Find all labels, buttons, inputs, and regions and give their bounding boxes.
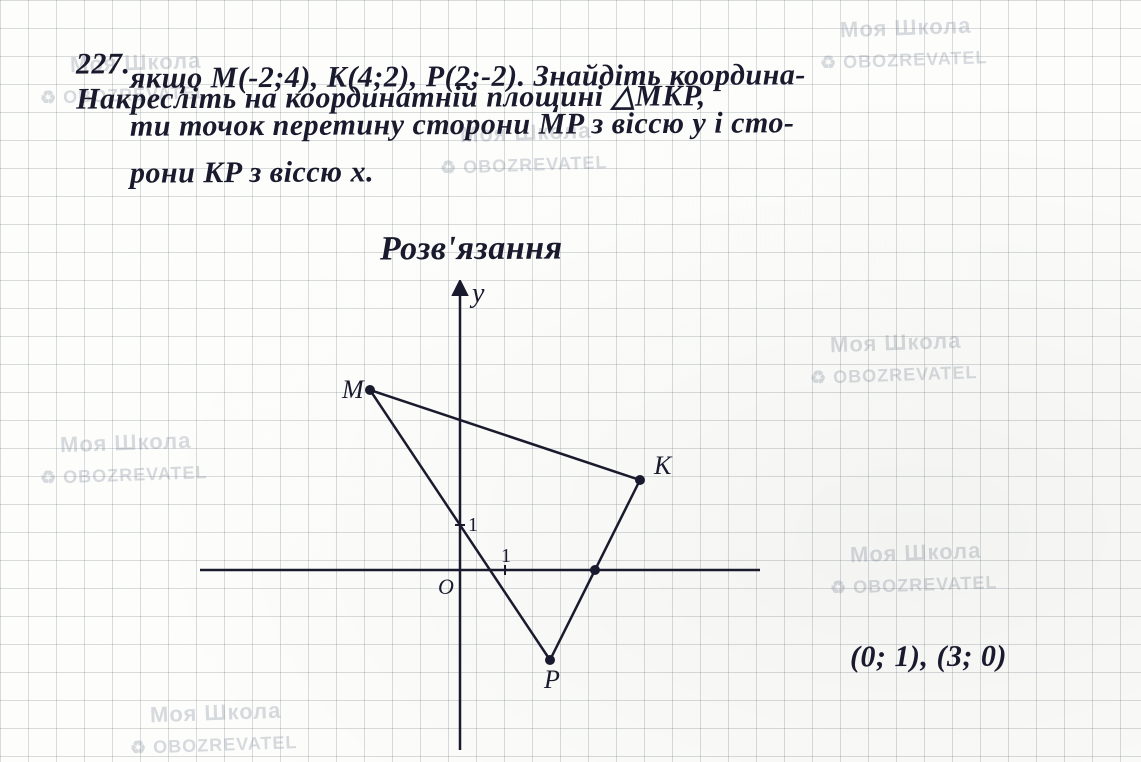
- problem-line-4: рони KP з віссю x.: [130, 155, 374, 190]
- watermark: ♻ OBOZREVATEL: [810, 362, 978, 389]
- vertex-P: [545, 655, 555, 665]
- vertex-K: [635, 475, 645, 485]
- watermark: Моя Школа: [840, 13, 972, 44]
- watermark: Моя Школа: [830, 328, 962, 359]
- watermark: ♻ OBOZREVATEL: [440, 152, 608, 179]
- watermark: ♻ OBOZREVATEL: [40, 462, 208, 489]
- watermark: Моя Школа: [60, 428, 192, 459]
- vertex-label-M: M: [341, 375, 365, 404]
- vertex-label-P: P: [543, 665, 560, 694]
- x-tick-label-1: 1: [501, 545, 511, 567]
- problem-line-2: якщо M(-2;4), K(4;2), P(2;-2). Знайдіть …: [130, 58, 806, 96]
- answers-text: (0; 1), (3; 0): [850, 640, 1007, 675]
- solution-heading: Розв'язання: [380, 230, 563, 269]
- vertex-label-K: K: [653, 451, 673, 480]
- watermark: ♻ OBOZREVATEL: [820, 47, 988, 74]
- watermark: ♻ OBOZREVATEL: [830, 572, 998, 599]
- problem-number: 227.: [76, 47, 131, 80]
- y-axis-label: y: [469, 280, 485, 309]
- coordinate-diagram: MKPxyO11: [200, 280, 760, 750]
- vertex-M: [365, 385, 375, 395]
- y-tick-label-1: 1: [468, 514, 478, 536]
- origin-label: O: [438, 574, 454, 599]
- watermark: Моя Школа: [850, 538, 982, 569]
- edge-M-K: [370, 390, 640, 480]
- problem-line-3: ти точок перетину сторони MP з віссю y і…: [130, 106, 795, 143]
